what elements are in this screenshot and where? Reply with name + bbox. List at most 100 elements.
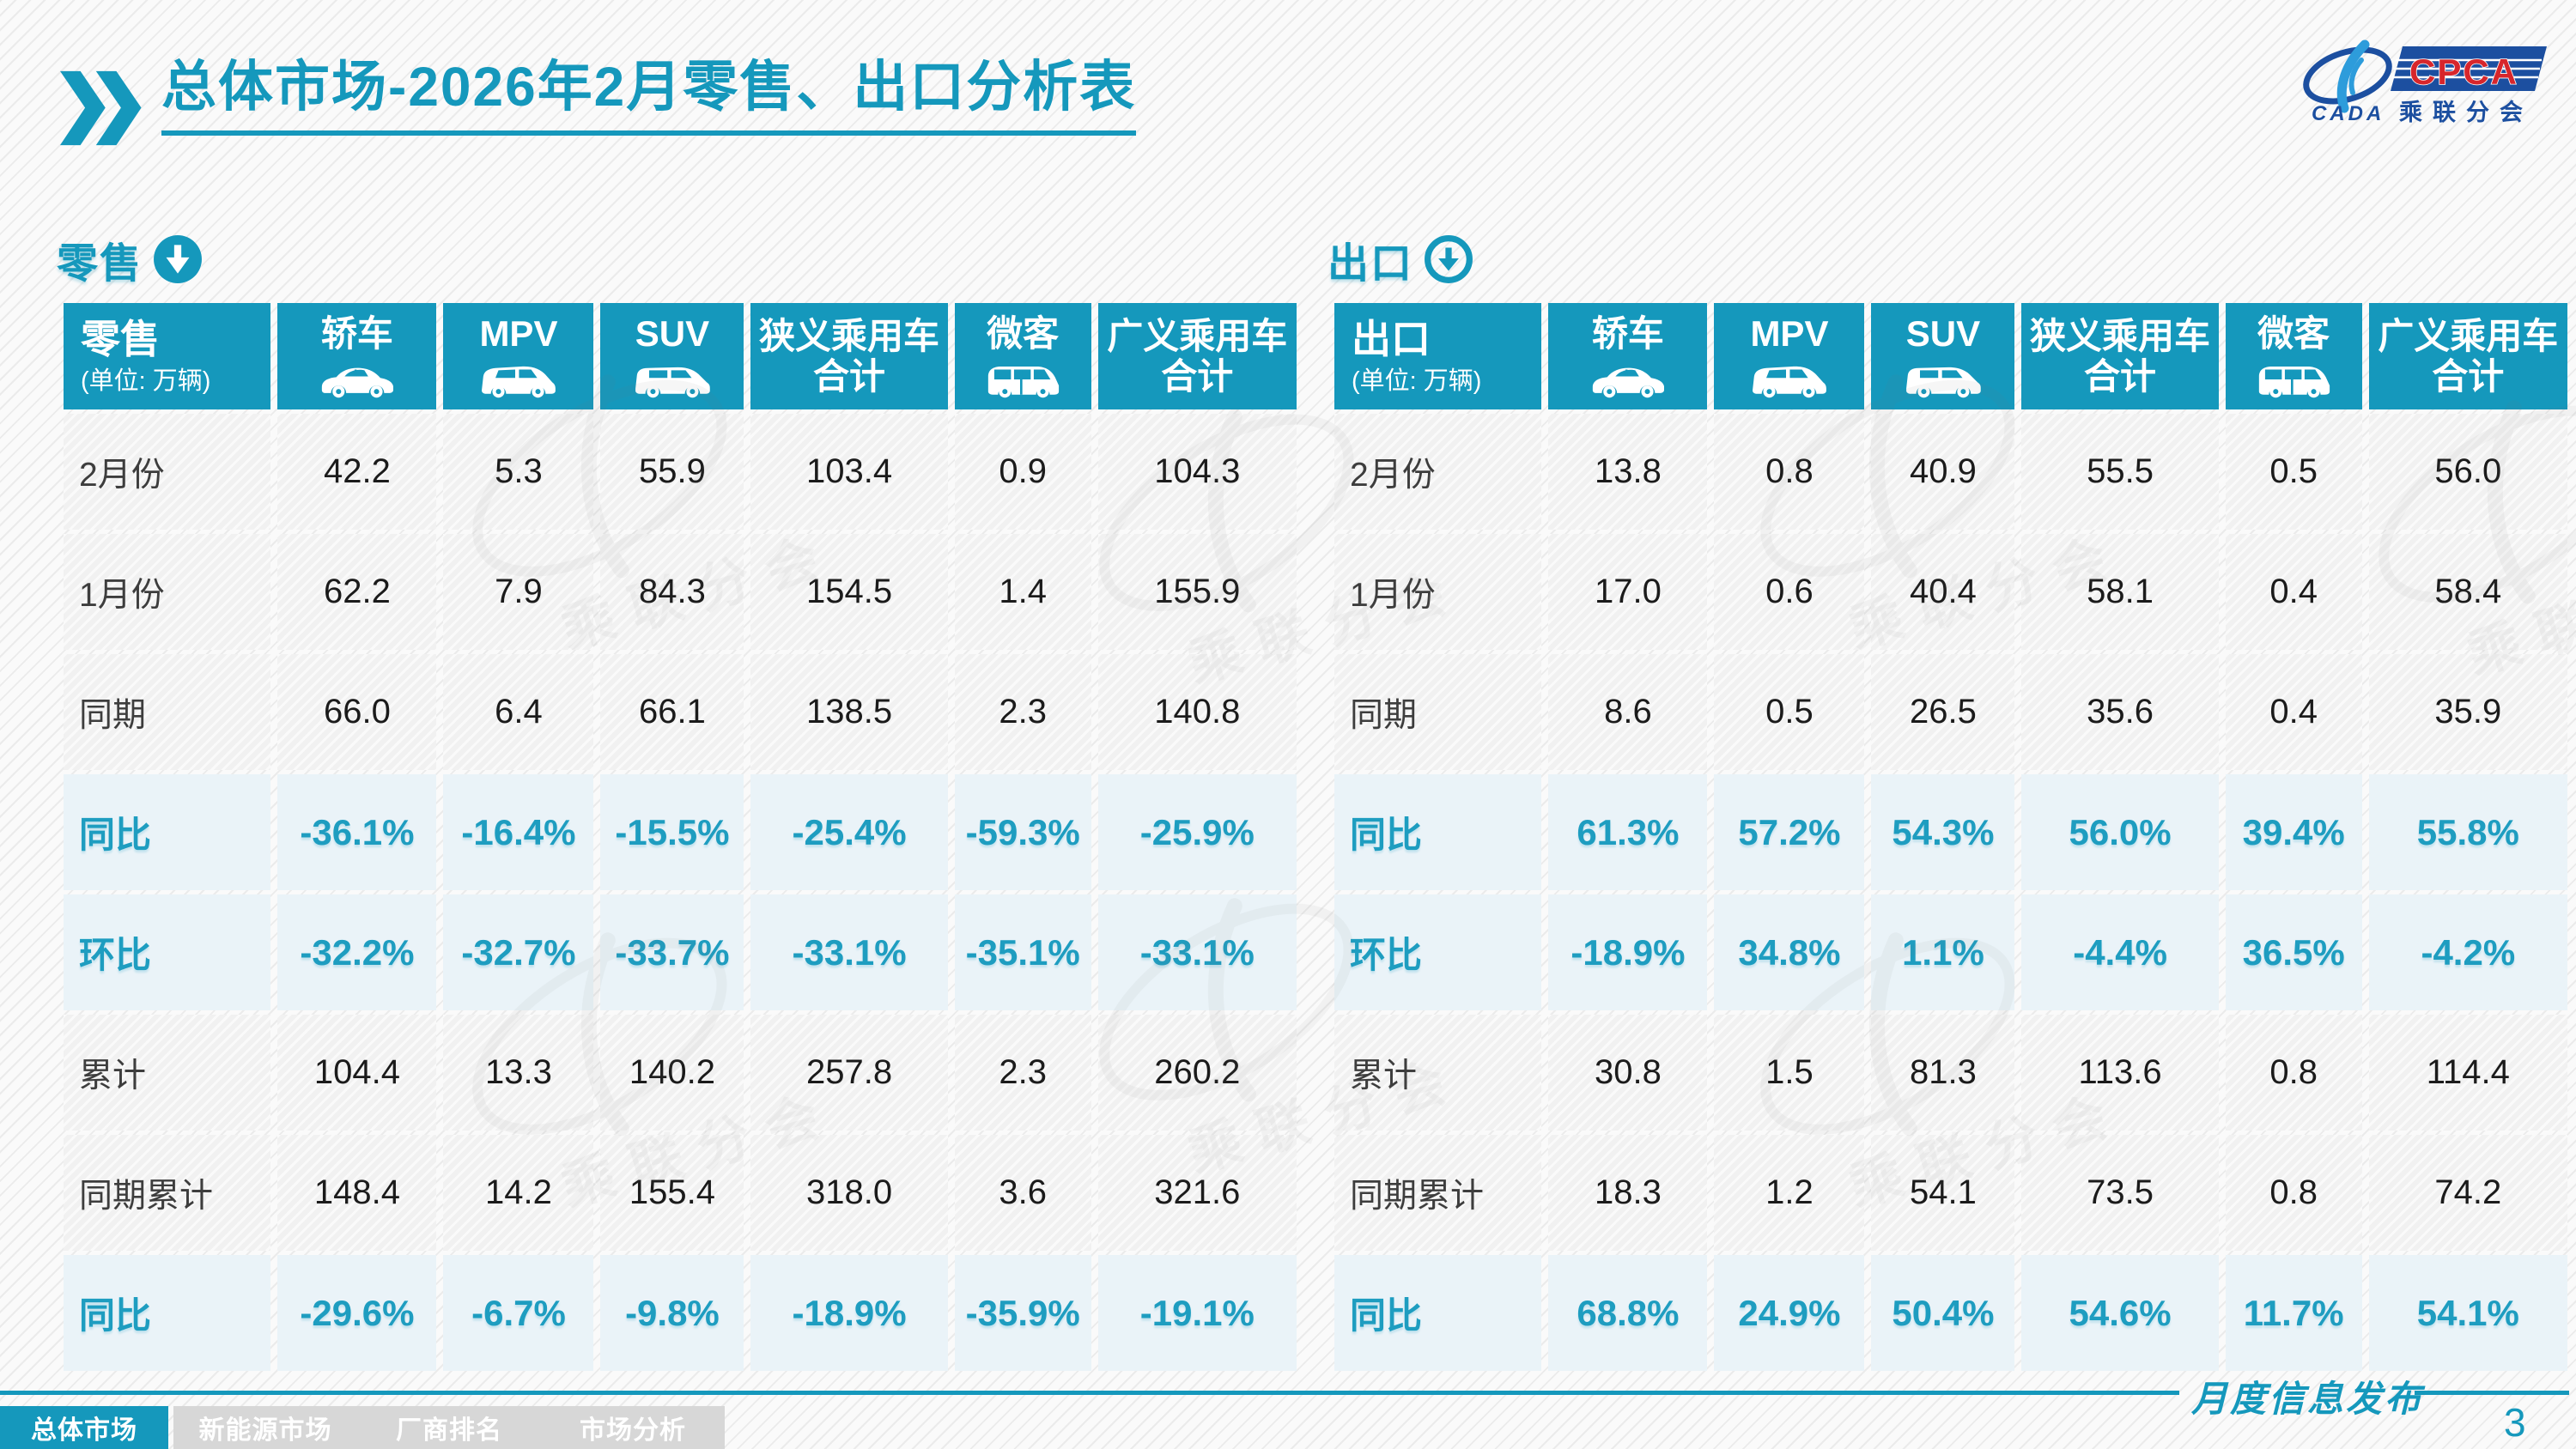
column-header-label: 轿车	[1591, 313, 1664, 355]
data-cell: 11.7%	[2225, 1255, 2362, 1371]
data-cell: 54.1%	[2368, 1255, 2567, 1371]
row-label: 同比	[64, 1255, 271, 1371]
tab-4[interactable]: 市场分析	[541, 1406, 725, 1449]
data-cell: 321.6	[1097, 1135, 1297, 1251]
column-header-total: 广义乘用车合计	[2368, 303, 2567, 409]
retail-header-row: 零售 (单位: 万辆) 轿车 MPV SUV 狭义乘用车合计 微客 广义乘用车合计	[64, 303, 1297, 409]
data-cell: 104.3	[1097, 414, 1297, 530]
data-cell: 26.5	[1871, 654, 2015, 770]
data-cell: 35.9	[2368, 654, 2567, 770]
data-cell: 140.8	[1097, 654, 1297, 770]
data-cell: 1.4	[954, 534, 1091, 650]
data-cell: 114.4	[2368, 1015, 2567, 1131]
suv-icon	[602, 360, 742, 399]
data-cell: 6.4	[443, 654, 594, 770]
column-header-total: 狭义乘用车合计	[2021, 303, 2219, 409]
suv-icon	[1873, 360, 2013, 399]
data-cell: 74.2	[2368, 1135, 2567, 1251]
column-header-label: SUV	[635, 313, 710, 355]
data-cell: -15.5%	[600, 774, 744, 890]
data-cell: 54.6%	[2021, 1255, 2219, 1371]
data-cell: 318.0	[750, 1135, 948, 1251]
data-cell: 55.5	[2021, 414, 2219, 530]
data-cell: 62.2	[277, 534, 437, 650]
data-cell: 0.9	[954, 414, 1091, 530]
data-cell: 14.2	[443, 1135, 594, 1251]
table-row: 2月份 42.2 5.3 55.9 103.4 0.9 104.3	[64, 414, 1297, 530]
export-section-title: 出口	[1327, 241, 1414, 287]
data-cell: 3.6	[954, 1135, 1091, 1251]
data-cell: 61.3%	[1548, 774, 1708, 890]
tab-2[interactable]: 新能源市场	[173, 1406, 357, 1449]
data-cell: 113.6	[2021, 1015, 2219, 1131]
data-cell: -25.4%	[750, 774, 948, 890]
data-cell: 0.4	[2225, 534, 2362, 650]
data-cell: -32.7%	[443, 894, 594, 1010]
column-header-total: 广义乘用车合计	[1097, 303, 1297, 409]
row-label: 同期累计	[1334, 1135, 1542, 1251]
data-cell: 0.8	[2225, 1135, 2362, 1251]
data-cell: 55.9	[600, 414, 744, 530]
column-header-label: 轿车	[320, 313, 393, 355]
tab-3[interactable]: 厂商排名	[357, 1406, 541, 1449]
down-arrow-circle-icon	[153, 234, 203, 284]
data-cell: 13.3	[443, 1015, 594, 1131]
data-cell: 58.4	[2368, 534, 2567, 650]
table-row: 同期 66.0 6.4 66.1 138.5 2.3 140.8	[64, 654, 1297, 770]
data-cell: 57.2%	[1714, 774, 1865, 890]
row-label: 2月份	[1334, 414, 1542, 530]
data-cell: 40.9	[1871, 414, 2015, 530]
page-number: 3	[2504, 1400, 2526, 1445]
data-cell: 140.2	[600, 1015, 744, 1131]
column-header-suv: SUV	[1871, 303, 2015, 409]
data-cell: 17.0	[1548, 534, 1708, 650]
data-cell: 138.5	[750, 654, 948, 770]
tab-1[interactable]: 总体市场	[0, 1406, 168, 1449]
page-title: 总体市场-2026年2月零售、出口分析表	[161, 50, 1137, 136]
footer-tabs: 总体市场 新能源市场 厂商排名 市场分析	[0, 1406, 725, 1449]
data-cell: 24.9%	[1714, 1255, 1865, 1371]
data-cell: 1.1%	[1871, 894, 2015, 1010]
data-cell: 30.8	[1548, 1015, 1708, 1131]
data-cell: 8.6	[1548, 654, 1708, 770]
data-cell: 260.2	[1097, 1015, 1297, 1131]
export-section-header: 出口	[1327, 228, 2574, 290]
data-cell: 2.3	[954, 654, 1091, 770]
data-cell: 56.0	[2368, 414, 2567, 530]
data-cell: 42.2	[277, 414, 437, 530]
row-label: 同比	[64, 774, 271, 890]
data-cell: 68.8%	[1548, 1255, 1708, 1371]
data-cell: 0.4	[2225, 654, 2362, 770]
column-header-suv: SUV	[600, 303, 744, 409]
double-chevron-icon	[60, 70, 142, 146]
corner-header-cell: 出口 (单位: 万辆)	[1334, 303, 1542, 409]
logo-cn-text: 乘联分会	[2398, 100, 2533, 125]
data-cell: 39.4%	[2225, 774, 2362, 890]
data-cell: 148.4	[277, 1135, 437, 1251]
data-cell: 155.4	[600, 1135, 744, 1251]
mpv-icon	[1716, 360, 1862, 399]
corner-header-cell: 零售 (单位: 万辆)	[64, 303, 271, 409]
data-cell: 0.6	[1714, 534, 1865, 650]
data-cell: 0.5	[2225, 414, 2362, 530]
data-cell: -59.3%	[954, 774, 1091, 890]
table-row: 1月份 62.2 7.9 84.3 154.5 1.4 155.9	[64, 534, 1297, 650]
table-row: 同比 61.3% 57.2% 54.3% 56.0% 39.4% 55.8%	[1334, 774, 2567, 890]
column-header-mpv: MPV	[1714, 303, 1865, 409]
table-row: 环比 -32.2% -32.7% -33.7% -33.1% -35.1% -33.1%	[64, 894, 1297, 1010]
data-cell: 55.8%	[2368, 774, 2567, 890]
sedan-icon	[1550, 360, 1705, 399]
row-label: 同比	[1334, 1255, 1542, 1371]
data-cell: 50.4%	[1871, 1255, 2015, 1371]
retail-section-title: 零售	[57, 241, 143, 287]
cpca-logo: CADA CPCA 乘联分会	[2303, 39, 2547, 125]
page-title-highlight: 总体市场	[161, 56, 388, 118]
corner-header-title: 出口	[1352, 317, 1431, 361]
data-cell: 13.8	[1548, 414, 1708, 530]
data-cell: 1.2	[1714, 1135, 1865, 1251]
retail-table-section: 零售 零售 (单位: 万辆) 轿车 MPV SUV 狭义乘用车合计 微客 广义乘用车合计 …	[57, 228, 1303, 1375]
corner-header-unit: (单位: 万辆)	[1352, 367, 1482, 395]
data-cell: -35.9%	[954, 1255, 1091, 1371]
corner-header-title: 零售	[81, 317, 160, 361]
column-header-label: 狭义乘用车合计	[2030, 315, 2211, 397]
